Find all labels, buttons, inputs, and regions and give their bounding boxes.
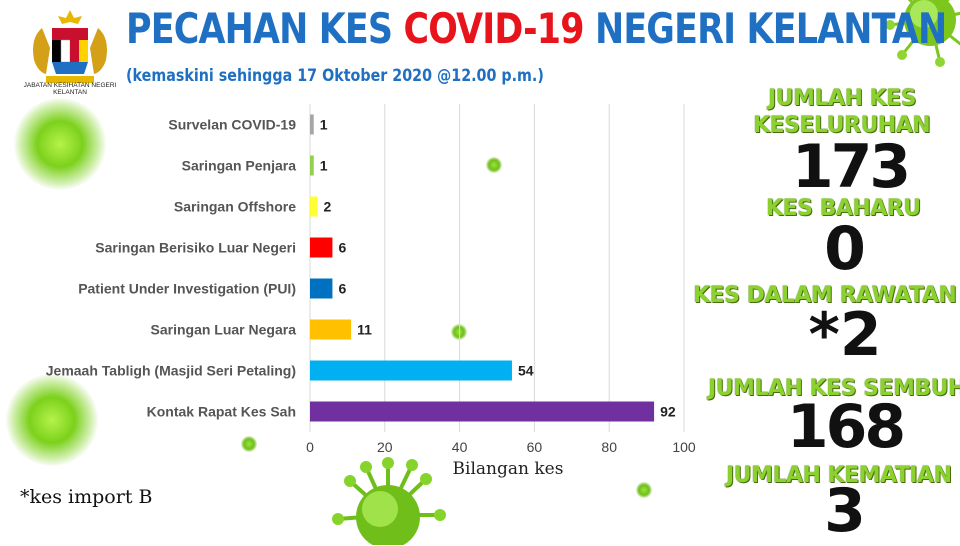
chart-bar: [310, 319, 352, 340]
chart-data-label: 1: [320, 117, 328, 133]
chart-gridlines: [309, 104, 685, 432]
virus-dot: [486, 157, 502, 173]
chart-x-tick-label: 80: [601, 439, 617, 455]
title-part-3: NEGERI KELANTAN: [583, 4, 947, 53]
chart-category-label: Saringan Berisiko Luar Negeri: [95, 240, 296, 256]
chart-data-label: 2: [323, 199, 331, 215]
import-note: *kes import B: [20, 486, 153, 508]
chart-bar: [310, 114, 314, 135]
title-part-1: PECAHAN KES: [126, 4, 404, 53]
chart-data-label: 54: [518, 363, 534, 379]
chart-x-tick-label: 60: [527, 439, 543, 455]
chart-category-labels: Survelan COVID-19 Saringan Penjara Saringa…: [46, 117, 296, 420]
chart-category-label: Saringan Penjara: [182, 158, 297, 174]
chart-bar: [310, 155, 314, 176]
chart-data-label: 11: [357, 322, 372, 338]
new-cases-label: KES BAHARU: [766, 196, 921, 221]
recovered-label: JUMLAH KES SEMBUH: [708, 376, 960, 401]
chart-bar: [310, 360, 512, 381]
virus-decoration-top-right: [885, 0, 960, 67]
chart-x-tick-label: 0: [306, 439, 314, 455]
virus-decoration-left-bottom: [6, 374, 98, 466]
chart-category-label: Patient Under Investigation (PUI): [78, 281, 296, 297]
under-treatment-value: *2: [808, 300, 882, 370]
virus-dot: [636, 482, 652, 498]
page-subtitle: (kemaskini sehingga 17 Oktober 2020 @12.…: [126, 66, 544, 86]
chart-data-label: 6: [338, 281, 346, 297]
total-cases-value: 173: [791, 132, 911, 202]
under-treatment-label: KES DALAM RAWATAN: [693, 283, 957, 308]
chart-category-label: Survelan COVID-19: [168, 117, 296, 133]
chart-category-label: Jemaah Tabligh (Masjid Seri Petaling): [46, 363, 296, 379]
virus-decoration-bottom-center: [332, 457, 446, 545]
deaths-label: JUMLAH KEMATIAN: [726, 463, 952, 488]
chart-x-tick-label: 20: [377, 439, 393, 455]
chart-category-label: Saringan Offshore: [174, 199, 296, 215]
chart-category-label: Kontak Rapat Kes Sah: [147, 404, 296, 420]
chart-bar: [310, 237, 333, 258]
virus-dot: [451, 324, 467, 340]
chart-x-tick-label: 100: [672, 439, 696, 455]
page-title: PECAHAN KES COVID-19 NEGERI KELANTAN: [126, 4, 947, 53]
virus-decoration-left-top: [14, 98, 106, 190]
logo-caption: JABATAN KESIHATAN NEGERI KELANTAN: [23, 82, 117, 96]
chart-data-label: 1: [320, 158, 328, 174]
title-part-covid: COVID-19: [403, 4, 585, 53]
total-cases-label-line2: KESELURUHAN: [753, 113, 931, 138]
recovered-value: 168: [786, 392, 906, 462]
chart-bar: [310, 196, 318, 217]
chart-data-label: 92: [660, 404, 676, 420]
chart-bar: [310, 278, 333, 299]
total-cases-label: JUMLAH KES: [768, 86, 916, 111]
chart-bar: [310, 401, 655, 422]
coat-of-arms-logo: [33, 10, 107, 83]
chart-x-ticks: 0 20 40 60 80 100: [306, 439, 696, 455]
deaths-value: 3: [824, 476, 866, 546]
chart-data-label: 6: [338, 240, 346, 256]
chart-x-tick-label: 40: [452, 439, 468, 455]
chart-x-axis-label: Bilangan kes: [453, 459, 564, 479]
new-cases-value: 0: [824, 214, 866, 284]
virus-dot: [241, 436, 257, 452]
chart-category-label: Saringan Luar Negara: [151, 322, 297, 338]
